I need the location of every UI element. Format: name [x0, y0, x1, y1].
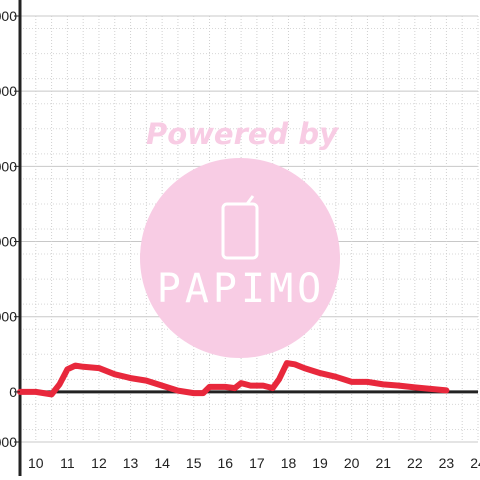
x-tick-label: 13	[123, 455, 139, 471]
x-tick-label: 22	[407, 455, 423, 471]
y-tick-label: 0	[9, 384, 17, 400]
x-tick-label: 23	[439, 455, 455, 471]
axes	[18, 0, 478, 476]
x-tick-label: 12	[91, 455, 107, 471]
x-tick-label: 24	[470, 455, 480, 471]
x-tick-label: 18	[281, 455, 297, 471]
y-tick-label: 60,000	[0, 234, 17, 250]
watermark-caption: Powered by	[146, 117, 339, 151]
x-tick-label: 20	[344, 455, 360, 471]
x-tick-label: 21	[375, 455, 391, 471]
x-tick-label: 14	[154, 455, 170, 471]
series-line	[17, 360, 450, 398]
tick-labels: 150,000 120,000 90,000 60,000 30,000 0 -20,000…	[0, 8, 480, 471]
x-tick-label: 15	[186, 455, 202, 471]
x-tick-label: 16	[218, 455, 234, 471]
x-tick-label: 11	[60, 455, 75, 471]
x-tick-label: 10	[28, 455, 44, 471]
watermark: Powered by PAPIMO	[140, 117, 340, 358]
y-tick-label: 120,000	[0, 83, 17, 99]
series-group	[17, 360, 450, 398]
x-tick-label: 19	[312, 455, 328, 471]
phone-icon	[221, 195, 259, 260]
y-tick-label: -20,000	[0, 434, 17, 450]
y-tick-label: 90,000	[0, 158, 17, 174]
y-tick-label: 30,000	[0, 309, 17, 325]
x-tick-label: 17	[249, 455, 265, 471]
y-tick-label: 150,000	[0, 8, 17, 24]
watermark-brand: PAPIMO	[157, 266, 326, 312]
